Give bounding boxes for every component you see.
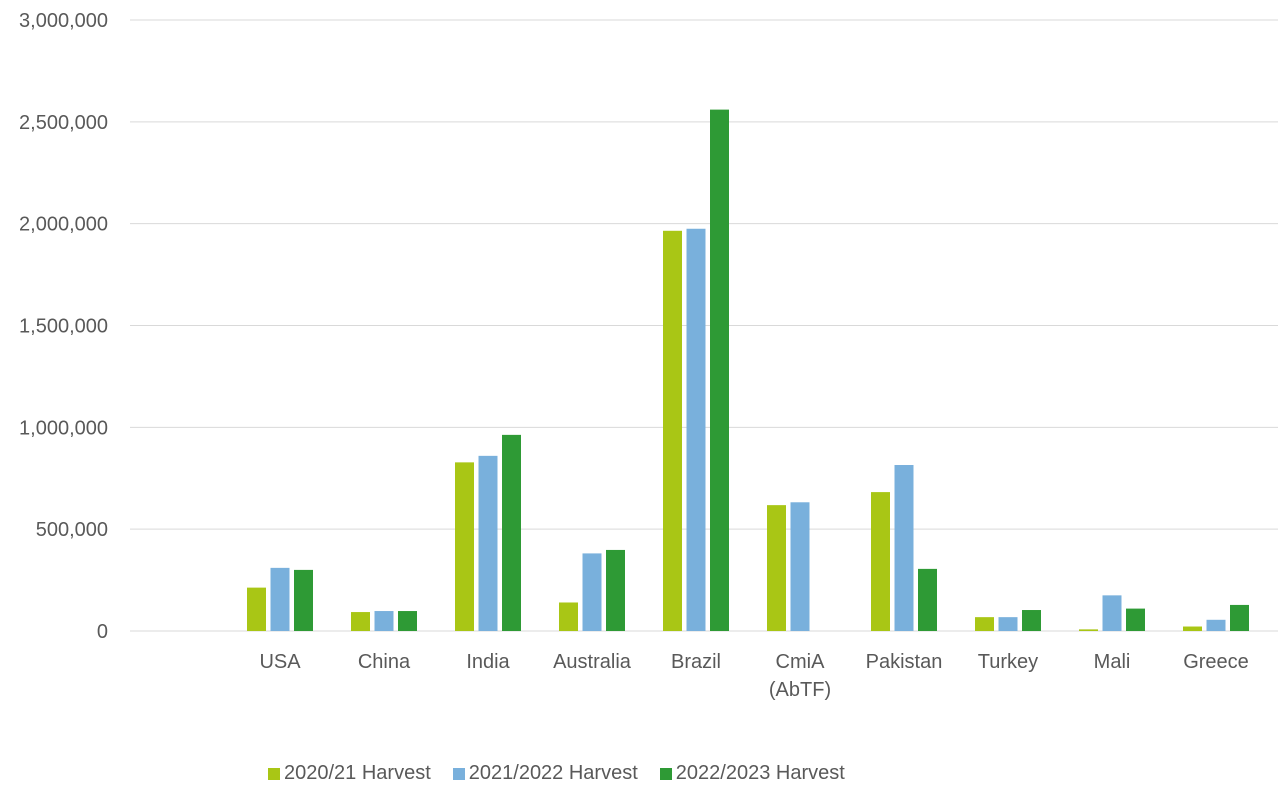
- bar: [247, 587, 266, 631]
- x-category-label: USA: [259, 651, 301, 673]
- y-tick-label: 3,000,000: [19, 10, 108, 32]
- bar: [871, 492, 890, 631]
- x-category-label: Australia: [553, 651, 632, 673]
- bar: [374, 611, 394, 631]
- x-category-label: Turkey: [978, 651, 1038, 673]
- bar: [686, 228, 706, 631]
- y-tick-label: 0: [97, 621, 108, 643]
- bar: [1230, 604, 1249, 631]
- bar: [1079, 629, 1098, 631]
- bar-chart: 0 500,000 1,000,000 1,500,000 2,000,000 2,500…: [19, 10, 1278, 701]
- bar: [294, 569, 313, 631]
- y-tick-label: 1,000,000: [19, 417, 108, 439]
- bar: [767, 505, 786, 631]
- x-category-label: India: [466, 651, 510, 673]
- bar: [398, 611, 417, 631]
- bar: [270, 567, 290, 631]
- y-tick-label: 2,000,000: [19, 214, 108, 236]
- bar: [790, 502, 810, 631]
- y-tick-label: 2,500,000: [19, 112, 108, 134]
- bar: [559, 602, 578, 631]
- x-category-label: Pakistan: [866, 651, 943, 673]
- legend-label: 2022/2023 Harvest: [675, 762, 845, 784]
- bar: [1022, 610, 1041, 631]
- y-tick-label: 1,500,000: [19, 316, 108, 338]
- y-axis-tick-labels: 0 500,000 1,000,000 1,500,000 2,000,000 2,500…: [19, 10, 108, 643]
- bar: [975, 617, 994, 631]
- bar: [455, 462, 474, 631]
- legend: 2020/21 Harvest 2021/2022 Harvest 2022/2…: [268, 762, 845, 785]
- legend-label: 2021/2022 Harvest: [468, 762, 638, 784]
- bar: [606, 549, 625, 631]
- legend-swatch: [452, 767, 465, 780]
- bar: [1183, 626, 1202, 631]
- legend-swatch: [659, 767, 672, 780]
- y-tick-label: 500,000: [36, 519, 108, 541]
- legend-item-2022-2023: 2022/2023 Harvest: [659, 762, 845, 785]
- bar: [894, 465, 914, 631]
- legend-swatch: [268, 767, 280, 780]
- legend-item-2021-2022: 2021/2022 Harvest: [452, 762, 638, 785]
- bar: [918, 568, 937, 631]
- x-category-label: Brazil: [671, 651, 721, 673]
- bar: [710, 109, 729, 631]
- bar: [351, 612, 370, 631]
- legend-label: 2020/21 Harvest: [284, 762, 431, 784]
- legend-item-2020-21: 2020/21 Harvest: [268, 762, 431, 785]
- bar: [1206, 619, 1226, 631]
- bar: [998, 617, 1018, 631]
- bar: [1102, 595, 1122, 631]
- bars: [247, 109, 1249, 632]
- bar: [478, 455, 498, 631]
- bar: [663, 230, 682, 632]
- x-category-label: CmiA (AbTF): [769, 651, 831, 701]
- x-category-label: Mali: [1094, 651, 1131, 673]
- bar: [1126, 608, 1145, 631]
- bar: [582, 553, 602, 631]
- x-category-label: China: [358, 651, 411, 673]
- x-category-label: Greece: [1183, 651, 1249, 673]
- bar: [502, 434, 521, 631]
- x-axis-category-labels: USA China India Australia Brazil CmiA (AbTF) Pa…: [259, 651, 1248, 701]
